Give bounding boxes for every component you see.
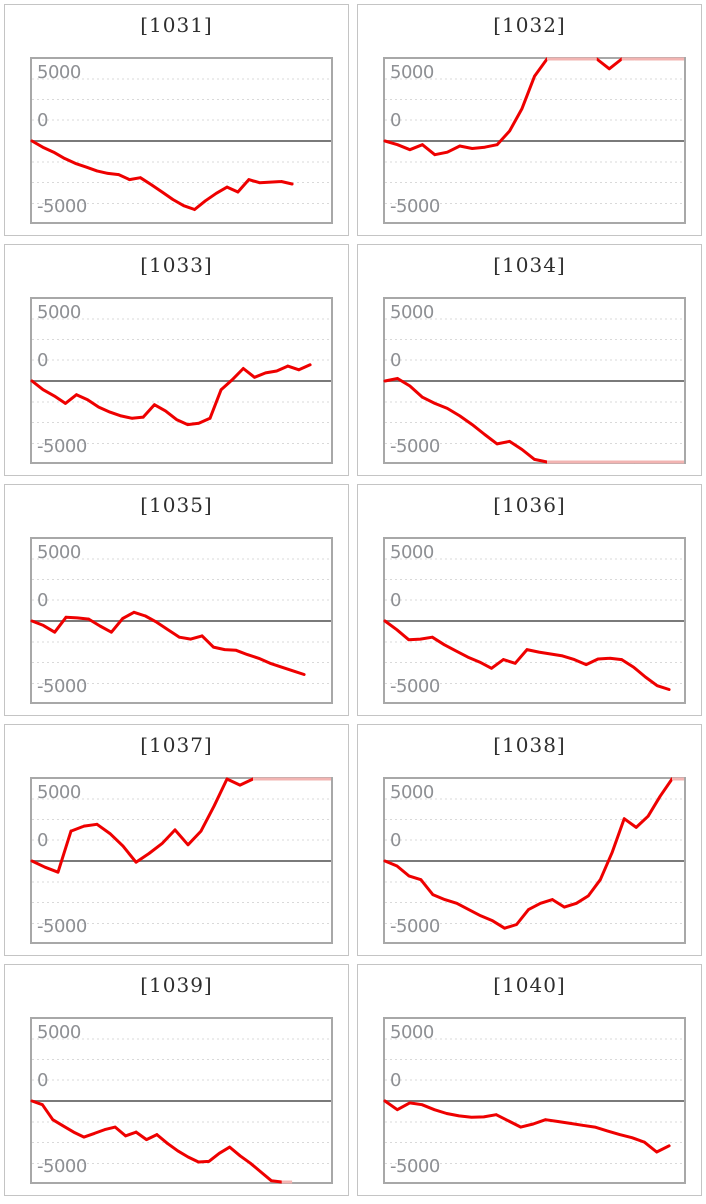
svg-text:5000: 5000 [37,302,81,323]
axis-labels: 5000 0 -5000 [37,302,87,457]
axis-labels: 5000 0 -5000 [390,782,440,937]
series-line [30,363,312,427]
series-line [383,777,674,930]
series-line [383,1099,671,1154]
series-line [30,610,306,676]
chart-title: [1034] [493,253,566,277]
slump-graph: 5000 0 -5000 [383,537,686,704]
svg-text:-5000: -5000 [37,1156,87,1177]
svg-text:-5000: -5000 [37,436,87,457]
svg-text:0: 0 [37,590,48,611]
chart-title: [1040] [493,973,566,997]
chart-title: [1033] [140,253,213,277]
chart-title: [1036] [493,493,566,517]
svg-text:5000: 5000 [390,62,434,83]
slump-graph: 5000 0 -5000 [383,1017,686,1184]
svg-text:-5000: -5000 [390,196,440,217]
chart-cell: [1040] 5000 0 -5000 [357,964,702,1196]
slump-graph: 5000 0 -5000 [383,777,686,944]
slump-graph: 5000 0 -5000 [383,297,686,464]
chart-cell: [1032] 5000 0 -5000 [357,4,702,236]
svg-text:5000: 5000 [390,782,434,803]
slump-graph: 5000 0 -5000 [30,1017,333,1184]
axis-labels: 5000 0 -5000 [37,1022,87,1177]
chart-title: [1032] [493,13,566,37]
svg-text:0: 0 [390,350,401,371]
svg-text:-5000: -5000 [37,676,87,697]
svg-text:-5000: -5000 [37,916,87,937]
svg-text:0: 0 [37,1070,48,1091]
chart-cell: [1039] 5000 0 -5000 [4,964,349,1196]
chart-title: [1037] [140,733,213,757]
svg-text:0: 0 [37,350,48,371]
slump-graph: 5000 0 -5000 [30,297,333,464]
chart-cell: [1033] 5000 0 -5000 [4,244,349,476]
svg-text:0: 0 [37,830,48,851]
svg-text:5000: 5000 [37,1022,81,1043]
axis-labels: 5000 0 -5000 [37,62,87,217]
chart-cell: [1038] 5000 0 -5000 [357,724,702,956]
series-line [30,139,294,211]
series-line [383,57,624,157]
series-line [383,377,549,464]
slump-graph: 5000 0 -5000 [30,537,333,704]
svg-text:-5000: -5000 [390,1156,440,1177]
svg-text:-5000: -5000 [390,676,440,697]
axis-labels: 5000 0 -5000 [390,1022,440,1177]
chart-title: [1031] [140,13,213,37]
axis-labels: 5000 0 -5000 [37,542,87,697]
series-line [30,777,255,874]
chart-cell: [1036] 5000 0 -5000 [357,484,702,716]
axis-labels: 5000 0 -5000 [37,782,87,937]
series-line [383,619,671,691]
axis-labels: 5000 0 -5000 [390,542,440,697]
svg-text:5000: 5000 [390,542,434,563]
axis-labels: 5000 0 -5000 [390,302,440,457]
slump-graph: 5000 0 -5000 [383,57,686,224]
svg-text:-5000: -5000 [390,436,440,457]
svg-text:5000: 5000 [37,782,81,803]
chart-cell: [1035] 5000 0 -5000 [4,484,349,716]
chart-title: [1035] [140,493,213,517]
axis-labels: 5000 0 -5000 [390,62,440,217]
chart-cell: [1031] 5000 0 -5000 [4,4,349,236]
chart-title: [1038] [493,733,566,757]
chart-cell: [1034] 5000 0 -5000 [357,244,702,476]
svg-text:-5000: -5000 [37,196,87,217]
slump-graph: 5000 0 -5000 [30,777,333,944]
svg-text:5000: 5000 [390,1022,434,1043]
svg-text:0: 0 [390,110,401,131]
chart-title: [1039] [140,973,213,997]
svg-text:0: 0 [390,1070,401,1091]
svg-text:0: 0 [390,830,401,851]
svg-text:0: 0 [37,110,48,131]
svg-text:5000: 5000 [37,62,81,83]
svg-text:-5000: -5000 [390,916,440,937]
svg-text:0: 0 [390,590,401,611]
svg-text:5000: 5000 [390,302,434,323]
chart-cell: [1037] 5000 0 -5000 [4,724,349,956]
series-line [30,1099,284,1184]
slump-graph: 5000 0 -5000 [30,57,333,224]
svg-text:5000: 5000 [37,542,81,563]
